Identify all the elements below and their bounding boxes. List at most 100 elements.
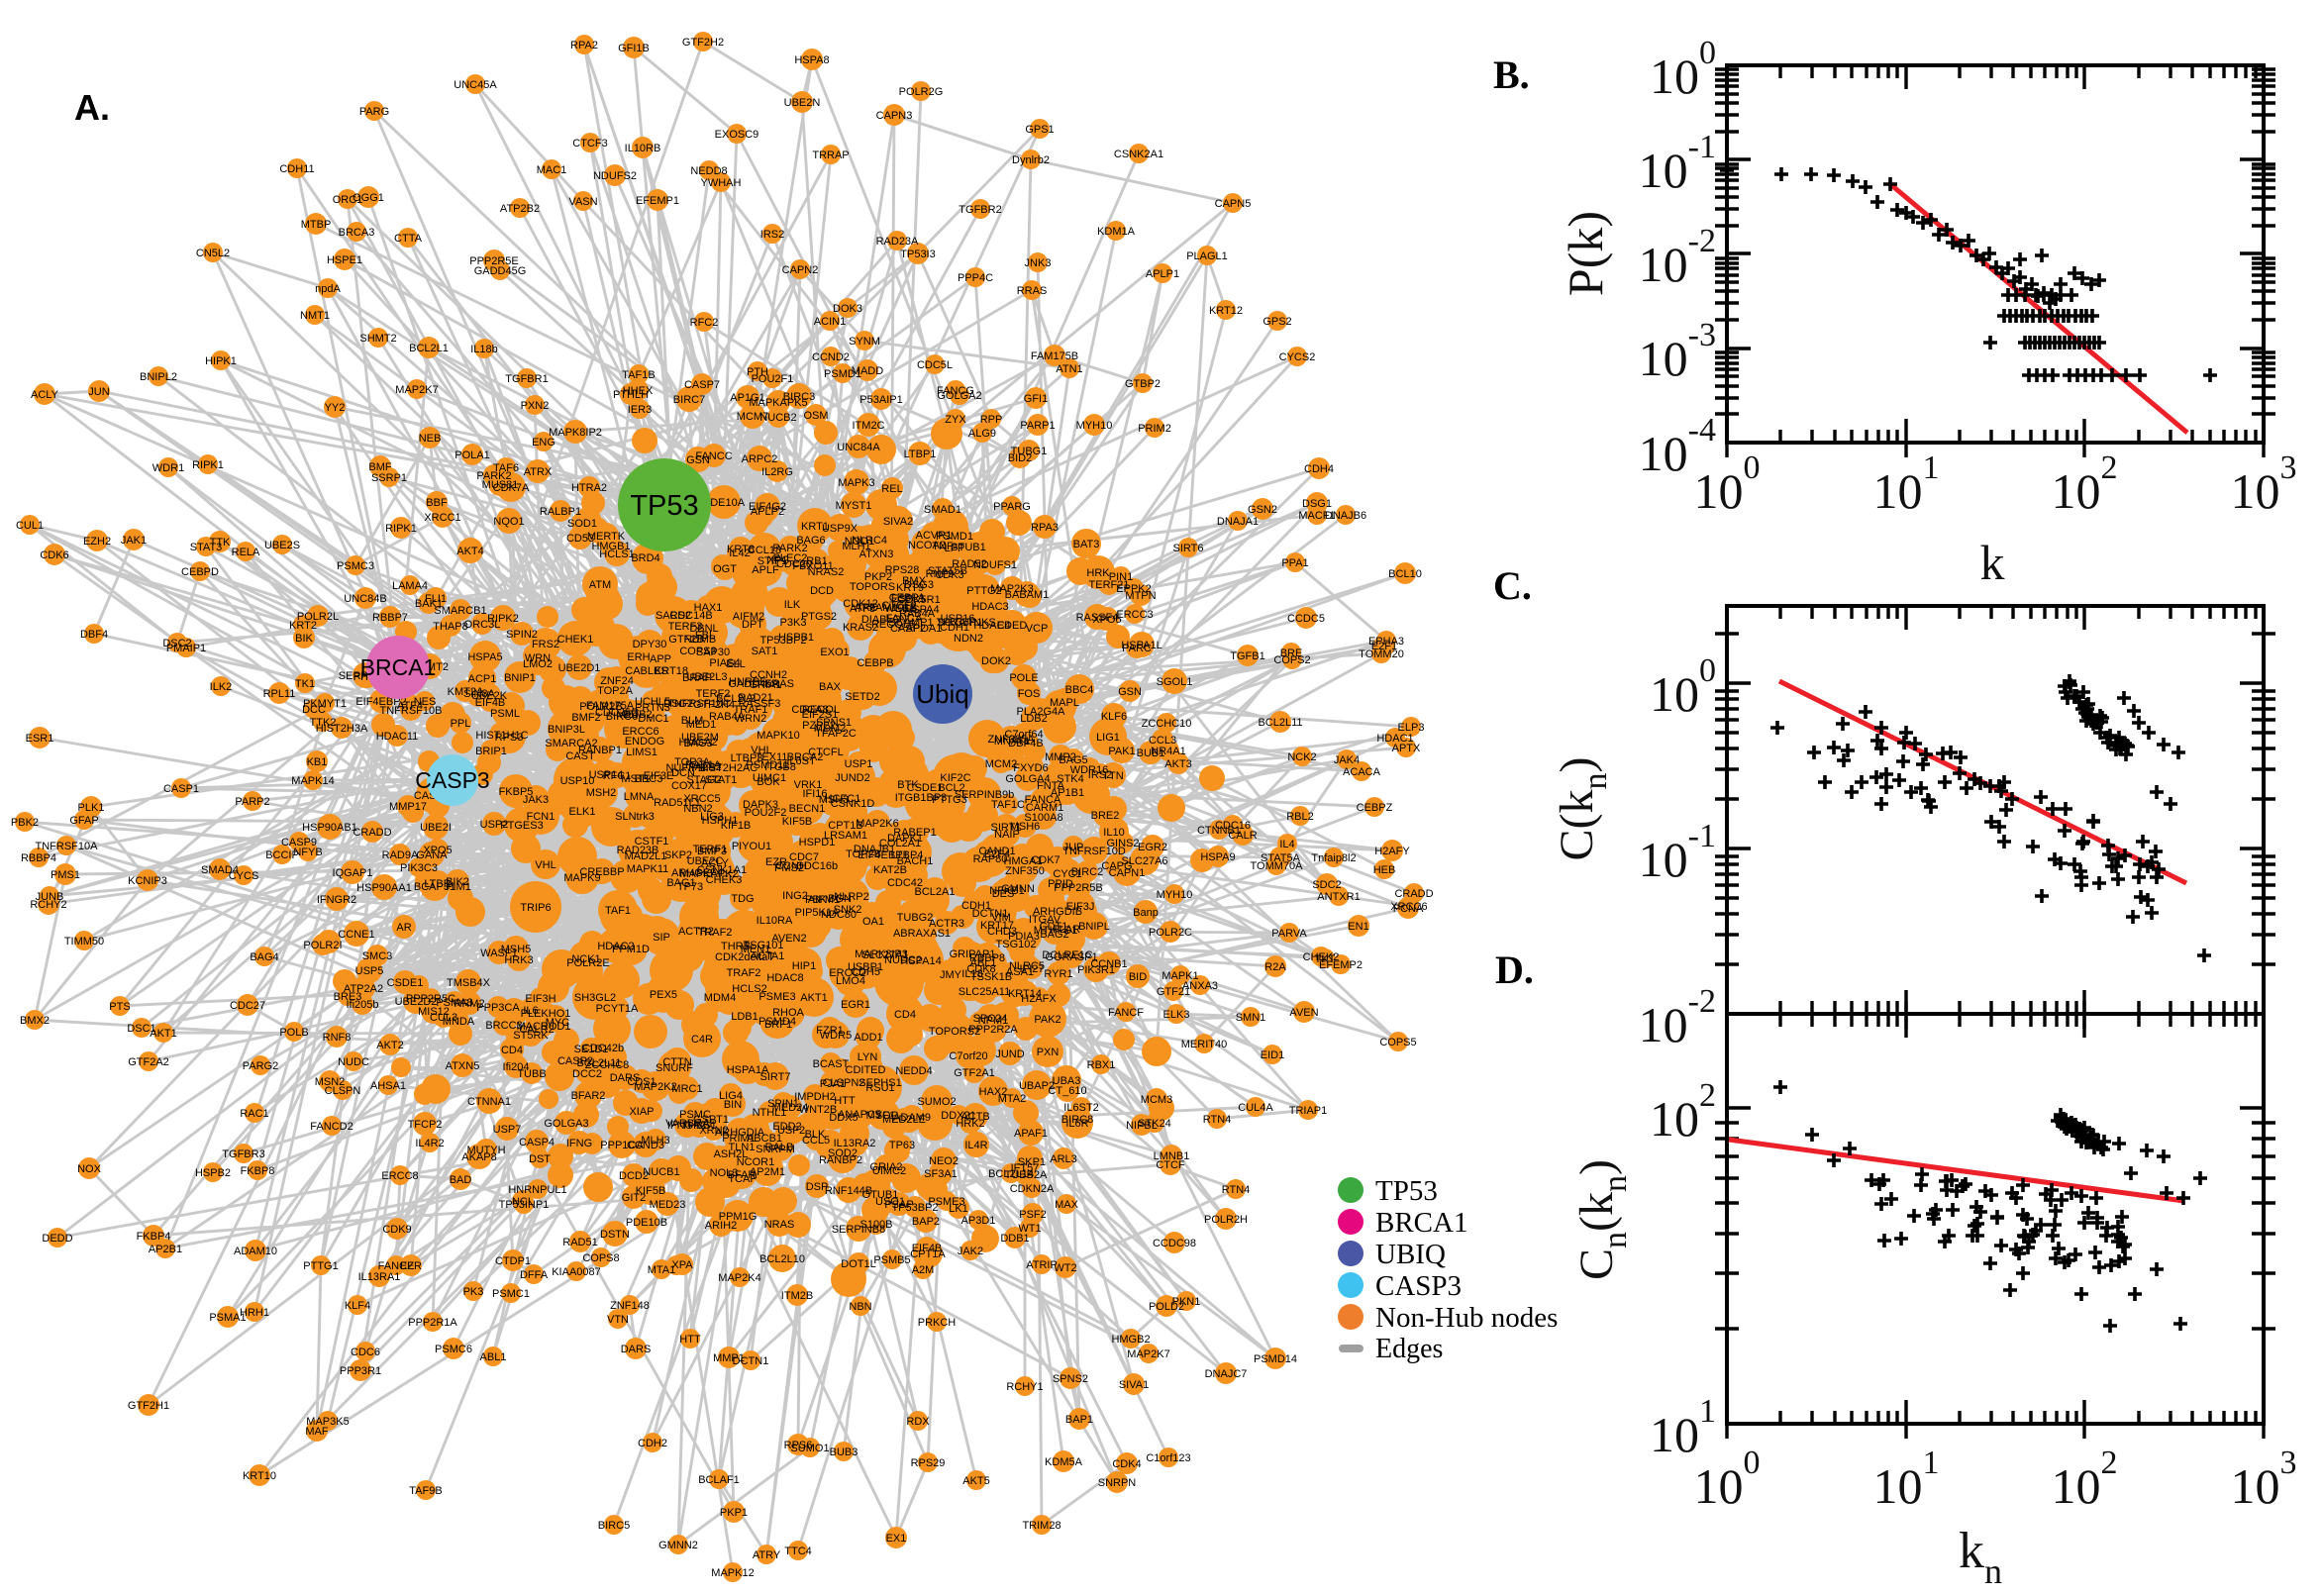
svg-text:TAF1: TAF1: [605, 905, 631, 917]
svg-text:ERCC3: ERCC3: [1116, 609, 1153, 621]
svg-text:CASP3: CASP3: [1375, 1270, 1462, 1302]
svg-text:PCYT1A: PCYT1A: [596, 1003, 639, 1015]
svg-text:HTRA2: HTRA2: [571, 482, 607, 494]
svg-text:MAPK14: MAPK14: [291, 775, 334, 787]
svg-text:DBF4: DBF4: [80, 629, 108, 641]
svg-text:POLR2H: POLR2H: [1204, 1214, 1248, 1226]
svg-text:HTT: HTT: [679, 1334, 701, 1346]
svg-text:CDK7: CDK7: [1031, 854, 1060, 866]
svg-text:UNC84B: UNC84B: [344, 593, 386, 605]
svg-text:LIG4: LIG4: [719, 1090, 743, 1102]
svg-text:LIMS1: LIMS1: [626, 747, 657, 758]
svg-text:RBBP4: RBBP4: [21, 852, 56, 864]
svg-text:USP7: USP7: [493, 1124, 522, 1136]
svg-text:EZR: EZR: [400, 1260, 422, 1272]
svg-text:TRIAP1: TRIAP1: [1289, 1105, 1328, 1117]
svg-text:LAMA4: LAMA4: [392, 580, 428, 592]
svg-text:SPIN2: SPIN2: [506, 629, 538, 641]
svg-text:HDAC8: HDAC8: [766, 972, 803, 984]
svg-text:SAP30: SAP30: [696, 647, 730, 658]
svg-text:TRIP6: TRIP6: [520, 902, 551, 914]
svg-text:HSPA14: HSPA14: [900, 955, 941, 967]
svg-text:PMS1: PMS1: [50, 869, 80, 881]
svg-text:MED23: MED23: [650, 1199, 686, 1211]
svg-text:PPARG: PPARG: [993, 501, 1031, 513]
svg-text:A.: A.: [74, 87, 110, 128]
svg-text:CCND2: CCND2: [812, 351, 850, 363]
svg-text:POU2F1: POU2F1: [752, 373, 794, 385]
svg-text:NRAS2: NRAS2: [808, 566, 845, 578]
svg-text:EGR2: EGR2: [1138, 842, 1167, 853]
svg-text:npdA: npdA: [315, 283, 341, 295]
svg-text:CCDC98: CCDC98: [1153, 1238, 1196, 1249]
svg-text:MTA2: MTA2: [998, 1093, 1027, 1105]
svg-text:CEBPD: CEBPD: [181, 566, 219, 578]
svg-text:C4R: C4R: [691, 1034, 713, 1046]
svg-text:NDUFS2: NDUFS2: [593, 170, 637, 182]
svg-text:HSPE1: HSPE1: [327, 254, 362, 266]
svg-text:CDC25C: CDC25C: [595, 707, 639, 719]
svg-text:IFNG: IFNG: [566, 1138, 592, 1149]
svg-text:EX1: EX1: [886, 1533, 907, 1545]
svg-text:CDS1: CDS1: [627, 1076, 656, 1088]
svg-text:UBE2I: UBE2I: [420, 822, 452, 834]
svg-text:BBC4: BBC4: [1065, 684, 1094, 696]
svg-text:IL10RB: IL10RB: [625, 143, 661, 154]
svg-text:BAK1: BAK1: [415, 598, 443, 610]
svg-text:GPS2: GPS2: [1262, 316, 1291, 328]
svg-text:TERF2: TERF2: [696, 688, 731, 700]
svg-text:JAK4: JAK4: [1334, 754, 1360, 766]
svg-text:USP1: USP1: [845, 758, 873, 770]
svg-text:B.: B.: [1493, 52, 1530, 97]
svg-text:DSG1: DSG1: [1302, 498, 1332, 510]
svg-text:SPNS1: SPNS1: [816, 717, 852, 729]
svg-text:MACF1: MACF1: [1298, 510, 1335, 522]
svg-text:XPC: XPC: [767, 554, 790, 566]
svg-text:CDC5L: CDC5L: [917, 359, 953, 371]
svg-text:COPS5: COPS5: [1379, 1037, 1416, 1048]
svg-text:P53AIP1: P53AIP1: [859, 394, 902, 406]
svg-text:ASH2L: ASH2L: [714, 1148, 749, 1160]
svg-text:FOS: FOS: [1018, 688, 1041, 700]
svg-text:ARPC2: ARPC2: [742, 453, 778, 465]
svg-text:MAPK8IP2: MAPK8IP2: [549, 427, 602, 439]
svg-text:MUTYH: MUTYH: [466, 1145, 505, 1156]
svg-text:EID1: EID1: [1261, 1049, 1284, 1061]
svg-text:TTC4: TTC4: [784, 1546, 812, 1557]
svg-text:MTBP: MTBP: [301, 219, 332, 231]
svg-text:H2AFY: H2AFY: [1374, 846, 1410, 857]
svg-text:JAK1: JAK1: [121, 535, 147, 547]
svg-text:AKT2: AKT2: [376, 1040, 404, 1051]
svg-text:SMAD1: SMAD1: [924, 504, 961, 516]
svg-text:XRCC1: XRCC1: [424, 512, 460, 524]
svg-text:DARS: DARS: [621, 1344, 652, 1355]
svg-text:PDE10B: PDE10B: [626, 1217, 667, 1229]
svg-text:STK24: STK24: [1138, 1118, 1171, 1130]
svg-text:IFI27: IFI27: [1019, 963, 1044, 975]
svg-text:KMT2A: KMT2A: [448, 686, 484, 698]
svg-text:SERPINB8: SERPINB8: [832, 1224, 885, 1236]
svg-text:DNAJC7: DNAJC7: [1205, 1368, 1248, 1380]
svg-text:NAIP: NAIP: [994, 829, 1020, 841]
svg-text:MAP2K4: MAP2K4: [718, 1272, 760, 1284]
svg-text:RANBP2: RANBP2: [819, 1154, 862, 1166]
svg-text:GRIPAP1: GRIPAP1: [950, 948, 996, 960]
svg-text:RFC1: RFC1: [603, 770, 632, 782]
svg-text:PSML: PSML: [490, 708, 520, 720]
svg-text:TRIM28: TRIM28: [1022, 1520, 1060, 1532]
svg-text:RAD21: RAD21: [738, 692, 772, 704]
svg-text:ZNF148: ZNF148: [610, 1300, 650, 1312]
svg-text:ATXN5: ATXN5: [446, 1060, 480, 1072]
svg-text:BCL10: BCL10: [1388, 568, 1422, 580]
svg-text:RAD51: RAD51: [562, 1237, 597, 1248]
svg-text:ADAM10: ADAM10: [234, 1246, 277, 1257]
svg-text:BCL2A1: BCL2A1: [915, 886, 956, 898]
svg-text:BAG3: BAG3: [683, 738, 712, 749]
svg-text:POLR2L: POLR2L: [297, 611, 339, 623]
svg-text:XPO5: XPO5: [423, 845, 452, 856]
svg-text:ZNF24: ZNF24: [600, 675, 634, 687]
svg-text:ACLY: ACLY: [31, 389, 59, 401]
svg-text:BID2: BID2: [1008, 452, 1032, 464]
svg-text:EXOSC9: EXOSC9: [715, 129, 759, 141]
svg-text:WDR1: WDR1: [152, 462, 184, 474]
